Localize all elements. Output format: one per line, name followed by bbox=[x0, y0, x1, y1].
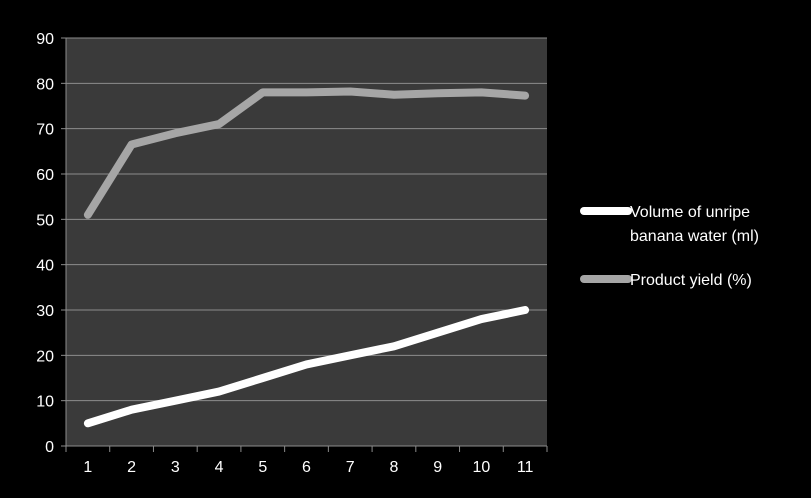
y-tick-label: 60 bbox=[36, 167, 54, 184]
legend-label-1: Volume of unripe banana water (ml) bbox=[630, 204, 759, 245]
y-tick-label: 0 bbox=[45, 439, 54, 456]
x-tick-label: 3 bbox=[171, 459, 180, 476]
x-tick-label: 2 bbox=[127, 459, 136, 476]
data-point-s2-6 bbox=[304, 89, 309, 95]
data-point-s1-1 bbox=[85, 420, 91, 426]
y-tick-label: 90 bbox=[36, 31, 54, 48]
y-tick-label: 20 bbox=[36, 348, 54, 365]
x-tick-label: 10 bbox=[473, 459, 491, 476]
data-point-s2-11 bbox=[522, 93, 528, 99]
data-point-s1-2 bbox=[129, 407, 135, 413]
data-point-s1-9 bbox=[435, 330, 441, 336]
y-tick-label: 40 bbox=[36, 258, 54, 275]
data-point-s1-8 bbox=[391, 343, 397, 349]
x-tick-label: 5 bbox=[258, 459, 267, 476]
data-point-s1-10 bbox=[478, 316, 484, 322]
x-tick-label: 8 bbox=[390, 459, 399, 476]
y-tick-label: 50 bbox=[36, 212, 54, 229]
data-point-s1-7 bbox=[347, 352, 353, 358]
data-point-s1-3 bbox=[172, 398, 178, 404]
y-tick-label: 70 bbox=[36, 122, 54, 139]
data-point-s2-8 bbox=[391, 92, 397, 98]
data-point-s2-2 bbox=[129, 142, 135, 148]
data-point-s2-9 bbox=[435, 90, 441, 96]
y-tick-label: 30 bbox=[36, 303, 54, 320]
y-tick-label: 10 bbox=[36, 394, 54, 411]
x-tick-label: 7 bbox=[346, 459, 355, 476]
x-tick-label: 1 bbox=[83, 459, 92, 476]
x-tick-label: 6 bbox=[302, 459, 311, 476]
legend-label-2: Product yield (%) bbox=[630, 272, 752, 289]
data-point-s1-11 bbox=[522, 307, 528, 313]
y-tick-label: 80 bbox=[36, 76, 54, 93]
data-point-s1-6 bbox=[304, 361, 309, 367]
data-point-s1-5 bbox=[260, 375, 266, 381]
data-point-s2-3 bbox=[172, 130, 178, 136]
x-tick-label: 9 bbox=[433, 459, 442, 476]
data-point-s2-7 bbox=[347, 88, 353, 94]
data-point-s2-5 bbox=[260, 89, 266, 95]
x-tick-label: 11 bbox=[517, 459, 534, 476]
data-point-s2-1 bbox=[85, 212, 91, 218]
x-tick-label: 4 bbox=[215, 459, 224, 476]
data-point-s2-4 bbox=[216, 121, 222, 127]
plot-area bbox=[66, 38, 547, 446]
data-point-s2-10 bbox=[478, 89, 484, 95]
data-point-s1-4 bbox=[216, 389, 222, 395]
